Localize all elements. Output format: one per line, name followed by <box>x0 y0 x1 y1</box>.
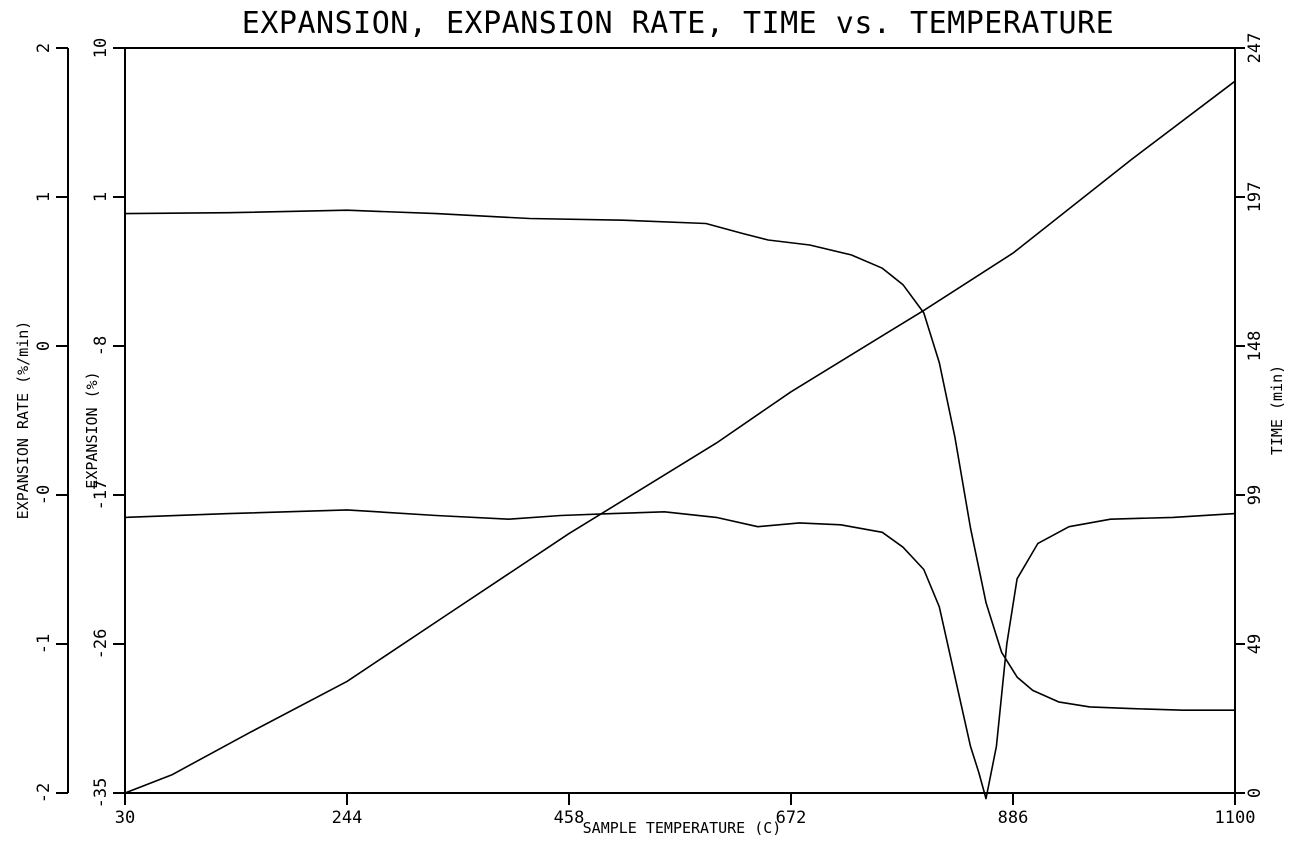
expansion-rate-axis: -2 -1 -0 0 1 2 <box>34 43 69 803</box>
time-axis: 0 49 99 148 197 247 <box>1235 33 1265 798</box>
x-tick-label: 244 <box>332 808 363 828</box>
x-tick-label: 1100 <box>1215 808 1256 828</box>
expansion-rate-curve <box>124 509 1236 800</box>
time-tick-label: 99 <box>1245 485 1265 505</box>
rate-tick-label: -2 <box>34 783 54 803</box>
x-tick-label: 458 <box>554 808 585 828</box>
rate-tick-label: 2 <box>34 43 54 53</box>
time-tick-label: 148 <box>1245 331 1265 362</box>
rate-tick-label: 1 <box>34 192 54 202</box>
x-tick-label: 886 <box>998 808 1029 828</box>
rate-tick-label: -1 <box>34 634 54 654</box>
time-tick-label: 247 <box>1245 33 1265 64</box>
x-axis-label: SAMPLE TEMPERATURE (C) <box>583 819 782 837</box>
expansion-curve <box>124 209 1235 712</box>
x-tick-label: 30 <box>115 808 135 828</box>
chart-title: EXPANSION, EXPANSION RATE, TIME vs. TEMP… <box>242 6 1114 41</box>
expansion-tick-label: -35 <box>91 778 111 809</box>
time-tick-label: 0 <box>1245 788 1265 798</box>
expansion-tick-label: 10 <box>91 38 111 58</box>
rate-axis-label: EXPANSION RATE (%/min) <box>14 321 32 520</box>
x-tick-label: 672 <box>776 808 807 828</box>
expansion-tick-label: -17 <box>91 480 111 511</box>
time-curve <box>124 80 1236 794</box>
expansion-axis: -35 -26 -17 -8 1 10 <box>91 38 125 809</box>
series-layer <box>124 80 1236 800</box>
expansion-tick-label: 1 <box>91 192 111 202</box>
time-axis-label: TIME (min) <box>1268 365 1286 455</box>
plot-frame <box>124 47 1236 794</box>
rate-tick-label: -0 <box>34 485 54 505</box>
rate-tick-label: 0 <box>34 341 54 351</box>
expansion-tick-label: -26 <box>91 629 111 660</box>
expansion-axis-label: EXPANSION (%) <box>83 371 101 488</box>
time-tick-label: 197 <box>1245 182 1265 213</box>
time-tick-label: 49 <box>1245 634 1265 654</box>
expansion-tick-label: -8 <box>91 336 111 356</box>
temperature-axis: 30 244 458 672 886 1100 <box>115 793 1256 828</box>
